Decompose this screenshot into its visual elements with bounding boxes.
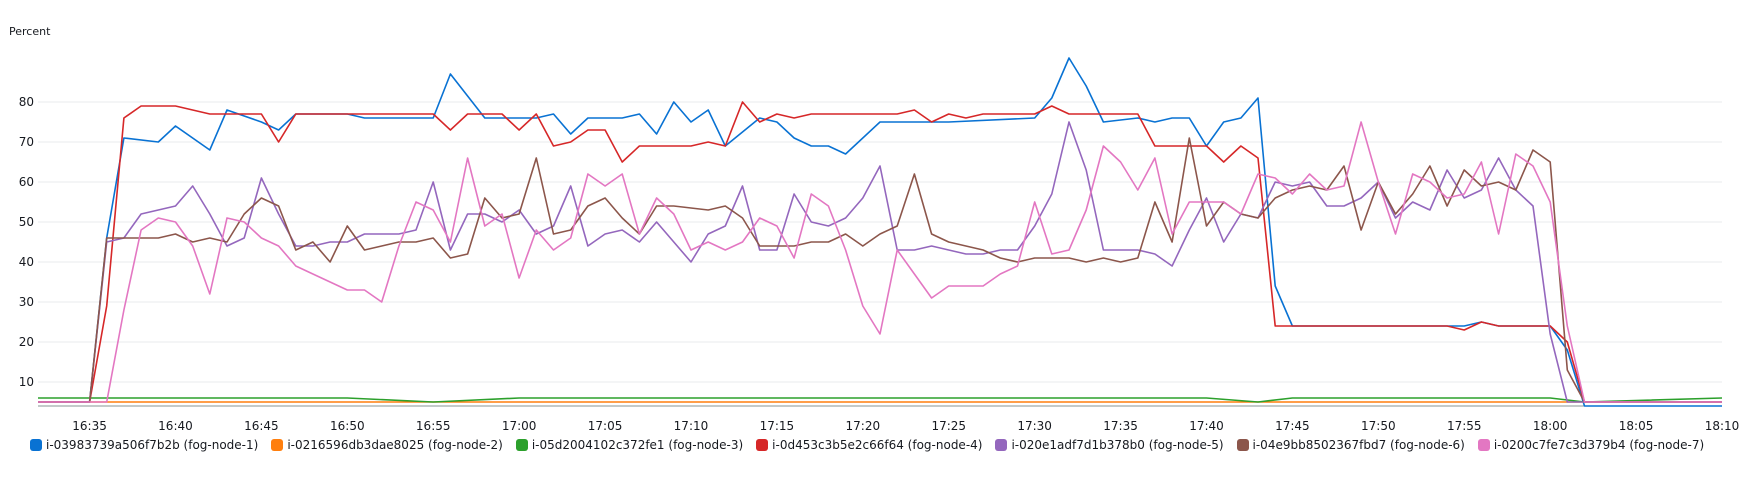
legend-label: i-0200c7fe7c3d379b4 (fog-node-7) bbox=[1493, 438, 1705, 452]
series-line-7 bbox=[38, 121, 1722, 403]
x-tick-label: 17:55 bbox=[1447, 419, 1482, 433]
legend-item[interactable]: i-04e9bb8502367fbd7 (fog-node-6) bbox=[1236, 438, 1465, 452]
series-line-6 bbox=[38, 137, 1722, 403]
x-tick-label: 17:00 bbox=[502, 419, 537, 433]
x-tick-label: 18:00 bbox=[1533, 419, 1568, 433]
x-tick-label: 17:20 bbox=[846, 419, 881, 433]
legend-label: i-05d2004102c372fe1 (fog-node-3) bbox=[531, 438, 744, 452]
legend-swatch bbox=[30, 439, 42, 451]
legend-label: i-04e9bb8502367fbd7 (fog-node-6) bbox=[1252, 438, 1465, 452]
y-axis-label: Percent bbox=[9, 25, 51, 38]
legend-label: i-020e1adf7d1b378b0 (fog-node-5) bbox=[1011, 438, 1224, 452]
x-tick-label: 17:15 bbox=[760, 419, 795, 433]
legend-swatch bbox=[1477, 439, 1490, 451]
series-line-4 bbox=[38, 101, 1722, 403]
legend-item[interactable]: i-05d2004102c372fe1 (fog-node-3) bbox=[515, 438, 744, 452]
x-tick-label: 17:40 bbox=[1189, 419, 1224, 433]
y-axis-ticks: 10 20 30 40 50 60 70 80 bbox=[19, 95, 34, 389]
legend-item[interactable]: i-0200c7fe7c3d379b4 (fog-node-7) bbox=[1477, 438, 1705, 452]
series-lines bbox=[38, 57, 1723, 407]
legend-item[interactable]: i-0d453c3b5e2c66f64 (fog-node-4) bbox=[756, 438, 982, 452]
legend-item[interactable]: i-020e1adf7d1b378b0 (fog-node-5) bbox=[995, 438, 1224, 452]
x-tick-label: 16:40 bbox=[158, 419, 193, 433]
x-tick-label: 17:30 bbox=[1017, 419, 1052, 433]
x-tick-label: 18:10 bbox=[1705, 419, 1740, 433]
legend-item[interactable]: i-0216596db3dae8025 (fog-node-2) bbox=[271, 438, 503, 452]
legend-swatch bbox=[756, 439, 769, 451]
legend-swatch bbox=[1236, 439, 1249, 451]
y-tick-label: 50 bbox=[19, 215, 34, 229]
series-line-1 bbox=[38, 57, 1722, 407]
grid-lines bbox=[38, 101, 1722, 407]
legend-label: i-0d453c3b5e2c66f64 (fog-node-4) bbox=[772, 438, 983, 452]
legend-swatch bbox=[995, 439, 1008, 451]
legend: i-03983739a506f7b2b (fog-node-1) i-021659… bbox=[30, 438, 1704, 452]
series-line-3 bbox=[38, 397, 1723, 403]
legend-label: i-0216596db3dae8025 (fog-node-2) bbox=[287, 438, 503, 452]
y-tick-label: 10 bbox=[19, 375, 34, 389]
y-tick-label: 80 bbox=[19, 95, 34, 109]
y-tick-label: 60 bbox=[19, 175, 34, 189]
x-tick-label: 18:05 bbox=[1619, 419, 1654, 433]
y-tick-label: 30 bbox=[19, 295, 34, 309]
x-tick-label: 16:35 bbox=[72, 419, 107, 433]
y-tick-label: 20 bbox=[19, 335, 34, 349]
y-tick-label: 70 bbox=[19, 135, 34, 149]
series-line-5 bbox=[38, 121, 1722, 403]
legend-item[interactable]: i-03983739a506f7b2b (fog-node-1) bbox=[30, 438, 258, 452]
legend-label: i-03983739a506f7b2b (fog-node-1) bbox=[46, 438, 259, 452]
x-axis-ticks: 16:35 16:40 16:45 16:50 16:55 17:00 17:05 17:10… bbox=[72, 419, 1739, 433]
x-tick-label: 16:55 bbox=[416, 419, 451, 433]
x-tick-label: 17:50 bbox=[1361, 419, 1396, 433]
legend-swatch bbox=[515, 439, 528, 451]
x-tick-label: 17:05 bbox=[588, 419, 623, 433]
x-tick-label: 16:45 bbox=[244, 419, 279, 433]
x-tick-label: 16:50 bbox=[330, 419, 365, 433]
x-tick-label: 17:25 bbox=[931, 419, 966, 433]
x-tick-label: 17:45 bbox=[1275, 419, 1310, 433]
y-tick-label: 40 bbox=[19, 255, 34, 269]
x-tick-label: 17:35 bbox=[1103, 419, 1138, 433]
x-tick-label: 17:10 bbox=[674, 419, 709, 433]
legend-swatch bbox=[271, 439, 284, 451]
